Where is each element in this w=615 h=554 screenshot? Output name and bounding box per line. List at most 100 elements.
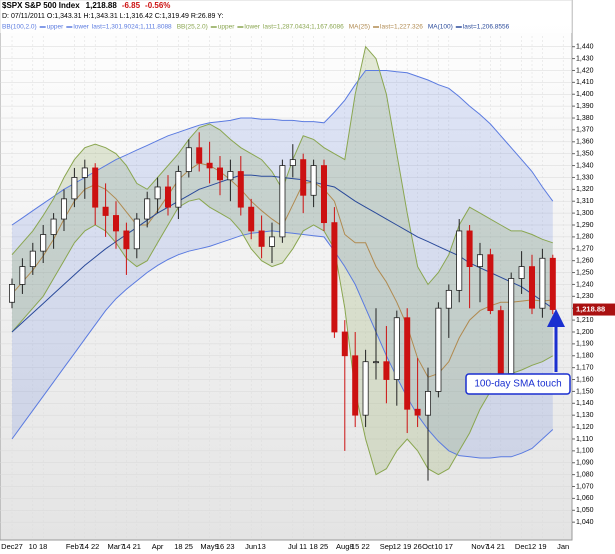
plot-layer (0, 36, 572, 540)
candle-body (320, 165, 327, 224)
candle-body (144, 198, 151, 220)
candle-body (279, 165, 286, 238)
legend-text: last=1,206.8556 (463, 24, 510, 31)
y-tick-label: 1,170 (576, 364, 594, 371)
x-tick-label: 25 (320, 542, 328, 551)
candle-body (518, 266, 525, 279)
legend-text: upper (47, 24, 64, 31)
candle-body (164, 186, 171, 208)
x-tick-label: Dec (515, 542, 529, 551)
candle-body (404, 317, 411, 410)
candle-body (113, 215, 120, 232)
annotation-box (465, 373, 571, 395)
candle-body (310, 165, 317, 196)
legend-text: upper (218, 24, 235, 31)
legend-text: BB(100,2.0) (2, 24, 37, 31)
y-tick-label: 1,090 (576, 460, 594, 467)
x-tick-label: Oct (422, 542, 435, 551)
y-tick-label: 1,130 (576, 412, 594, 419)
legend-text: last=1,227.326 (380, 24, 423, 31)
y-tick-label: 1,210 (576, 317, 594, 324)
y-tick-label: 1,080 (576, 471, 594, 478)
candle-body (352, 355, 359, 416)
candle-body (539, 257, 546, 309)
candle-body (40, 234, 47, 252)
y-tick-label: 1,400 (576, 91, 594, 98)
candle-body (393, 317, 400, 380)
candle-body (196, 147, 203, 164)
candle-body (466, 230, 473, 268)
x-tick-label: Nov7 (471, 542, 489, 551)
last-price: 1,218.88 (86, 1, 118, 10)
y-tick-label: 1,160 (576, 376, 594, 383)
x-tick-label: 11 (299, 542, 307, 551)
y-tick-label: 1,110 (576, 436, 593, 443)
candle-body (216, 167, 223, 181)
candle-body (372, 361, 379, 364)
legend-text: MA(25) (349, 24, 370, 31)
x-tick-label: 22 (361, 542, 369, 551)
legend-text: MA(100) (428, 24, 453, 31)
x-tick-label: 18 (174, 542, 182, 551)
x-tick-label: 18 (309, 542, 317, 551)
x-tick-label: 12 (393, 542, 401, 551)
x-tick-label: 21 (133, 542, 141, 551)
x-tick-label: 10 (29, 542, 37, 551)
candle-body (81, 167, 88, 178)
x-tick-label: 12 (528, 542, 536, 551)
candle-body (154, 186, 161, 200)
candle-body (497, 310, 504, 374)
y-tick-label: 1,360 (576, 139, 594, 146)
x-tick-label: May9 (200, 542, 218, 551)
legend-text: last=1,301.9024;1,111.8088 (92, 24, 172, 31)
y-tick-label: 1,070 (576, 483, 594, 490)
y-tick-label: 1,410 (576, 79, 594, 86)
y-tick-label: 1,290 (576, 222, 594, 229)
candle-body (435, 307, 442, 392)
candle-body (476, 254, 483, 268)
change: -6.85 (122, 1, 141, 10)
candle-body (341, 331, 348, 357)
y-tick-label: 1,120 (576, 424, 594, 431)
y-tick-label: 1,280 (576, 234, 594, 241)
y-tick-label: 1,340 (576, 162, 594, 169)
candle-body (268, 236, 275, 247)
y-tick-label: 1,330 (576, 174, 594, 181)
x-tick-label: Jun (245, 542, 257, 551)
price-tag (573, 303, 615, 316)
band-lower (11, 198, 554, 476)
x-tick-label: 14 (486, 542, 494, 551)
legend: BB(100,2.0) upper lower last=1,301.9024;1,1… (2, 24, 510, 31)
band-upper (11, 70, 554, 226)
candle-body (8, 284, 15, 303)
candle-body (362, 361, 369, 416)
candle-body (331, 222, 338, 333)
candle-body (92, 167, 99, 208)
y-tick-label: 1,370 (576, 127, 594, 134)
y-tick-label: 1,440 (576, 44, 594, 51)
x-tick-label: 25 (185, 542, 193, 551)
x-tick-label: Feb7 (66, 542, 83, 551)
x-tick-label: 22 (91, 542, 99, 551)
change-pct: -0.56% (145, 1, 170, 10)
header-bg (0, 0, 572, 33)
x-tick-label: 16 (216, 542, 224, 551)
candle-body (549, 257, 556, 310)
y-tick-label: 1,060 (576, 495, 594, 502)
y-tick-label: 1,180 (576, 353, 594, 360)
x-tick-label: 17 (445, 542, 453, 551)
symbol: $SPX S&P 500 Index (2, 1, 80, 10)
x-tick-label: 14 (81, 542, 89, 551)
y-tick-label: 1,040 (576, 519, 594, 526)
price-tag-label: 1,218.88 (576, 305, 605, 314)
candle-body (258, 230, 265, 247)
x-tick-label: Apr (152, 542, 164, 551)
y-tick-label: 1,140 (576, 400, 594, 407)
x-tick-label: 14 (122, 542, 130, 551)
y-tick-label: 1,430 (576, 55, 594, 62)
legend-text: lower (244, 24, 260, 31)
candle-body (123, 230, 130, 250)
candle-body (508, 278, 515, 374)
candle-body (300, 159, 307, 196)
x-tick-label: 18 (39, 542, 47, 551)
